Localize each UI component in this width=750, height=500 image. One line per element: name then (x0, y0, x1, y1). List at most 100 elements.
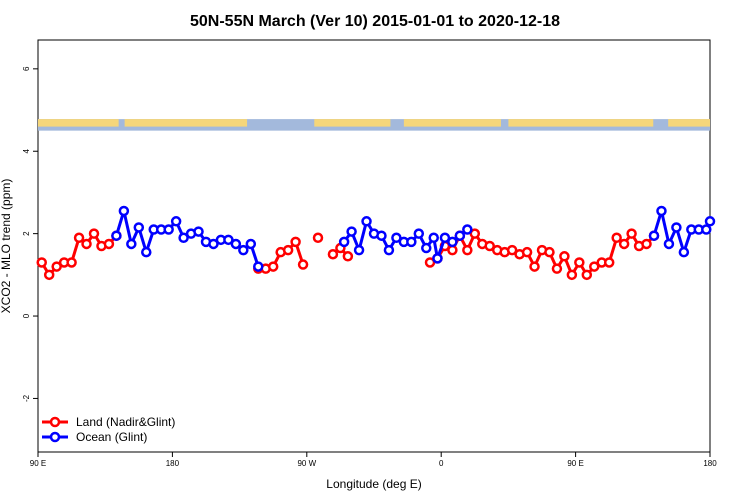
data-point (118, 205, 130, 217)
series-land (36, 228, 660, 281)
data-point (559, 251, 570, 262)
data-point (462, 244, 473, 256)
data-point (103, 238, 115, 250)
data-point (126, 238, 137, 250)
series-ocean (111, 205, 716, 272)
data-point (51, 261, 62, 272)
data-point (618, 238, 630, 250)
x-tick-label: 0 (439, 459, 444, 468)
legend-ocean-marker (49, 431, 61, 443)
data-point (506, 244, 518, 256)
y-axis-label: XCO2 - MLO trend (ppm) (0, 179, 13, 314)
y-tick-label: 4 (22, 148, 31, 153)
x-axis-label: Longitude (deg E) (326, 477, 421, 491)
data-point (253, 261, 264, 272)
data-point (648, 230, 660, 241)
y-tick-label: 0 (22, 313, 31, 318)
data-point (574, 257, 585, 268)
data-point (551, 263, 563, 274)
data-point (469, 228, 481, 239)
data-point (223, 234, 234, 246)
landmask-land (403, 119, 501, 127)
legend-land-label: Land (Nadir&Glint) (76, 415, 175, 429)
data-point (447, 244, 458, 256)
data-point (290, 236, 301, 248)
data-point (66, 257, 77, 268)
data-point (376, 230, 387, 241)
data-point (447, 236, 458, 248)
data-point (432, 253, 443, 264)
data-point (312, 232, 324, 244)
data-point (342, 251, 354, 262)
data-point (413, 228, 425, 239)
y-axis: -2 0 2 4 6 (22, 66, 38, 402)
data-point (208, 238, 219, 250)
data-point (81, 238, 92, 250)
data-point (391, 232, 402, 244)
y-tick-label: 2 (22, 231, 31, 236)
series-layer (36, 205, 716, 281)
x-tick-label: 90 E (567, 459, 583, 468)
data-point (170, 216, 182, 227)
data-point (656, 205, 667, 217)
data-point (589, 261, 600, 272)
data-point (704, 216, 716, 227)
plot-frame (37, 39, 711, 453)
landmask-land (38, 119, 119, 127)
data-point (678, 246, 690, 258)
data-point (297, 259, 309, 270)
landmask-band (38, 119, 710, 131)
data-point (428, 232, 439, 244)
y-tick-label: 6 (22, 66, 31, 71)
data-point (521, 246, 533, 258)
data-point (581, 269, 593, 281)
data-point (267, 261, 279, 272)
data-point (178, 232, 189, 244)
legend-land-marker (49, 416, 61, 428)
data-point (361, 216, 372, 227)
x-axis: 90 E 180 90 W 0 90 E 180 (30, 452, 717, 468)
data-point (193, 226, 204, 237)
legend-ocean-label: Ocean (Glint) (76, 430, 147, 444)
data-point (611, 232, 622, 244)
x-tick-label: 90 W (297, 459, 316, 468)
data-point (338, 236, 350, 248)
data-point (701, 224, 712, 235)
data-point (663, 238, 675, 250)
x-tick-label: 90 E (30, 459, 46, 468)
landmask-land (314, 119, 391, 127)
data-point (626, 228, 637, 239)
legend: Land (Nadir&Glint) Ocean (Glint) (42, 415, 175, 444)
data-point (141, 246, 152, 258)
data-point (238, 244, 249, 256)
data-point (133, 222, 145, 233)
data-point (230, 238, 242, 250)
data-point (462, 224, 473, 235)
data-point (383, 244, 395, 256)
data-point (454, 230, 466, 241)
data-point (282, 244, 294, 256)
x-tick-label: 180 (166, 459, 180, 468)
landmask-land (508, 119, 654, 127)
data-point (421, 242, 432, 254)
data-point (529, 261, 540, 272)
data-point (327, 248, 339, 260)
data-point (88, 228, 100, 239)
data-point (641, 238, 652, 250)
landmask-land (124, 119, 248, 127)
data-point (544, 246, 555, 258)
x-tick-label: 180 (703, 459, 717, 468)
data-point (346, 226, 357, 237)
data-point (603, 257, 615, 268)
data-point (484, 240, 495, 252)
data-point (36, 257, 47, 268)
data-point (245, 238, 257, 250)
landmask-land (668, 119, 710, 127)
data-point (439, 232, 451, 244)
data-point (73, 232, 85, 244)
data-point (671, 222, 682, 233)
y-tick-label: -2 (22, 394, 31, 402)
data-point (43, 269, 55, 281)
data-point (111, 230, 122, 241)
data-point (406, 236, 417, 248)
